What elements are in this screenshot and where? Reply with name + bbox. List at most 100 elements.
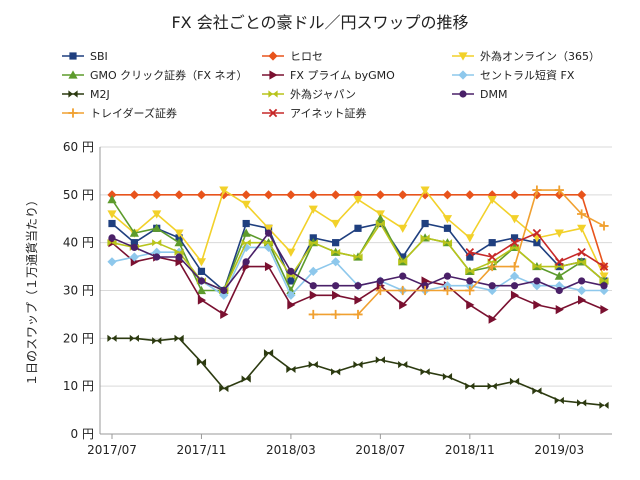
data-point (153, 253, 161, 261)
data-point (487, 252, 497, 262)
legend-swatch-marker (68, 90, 78, 98)
data-point (108, 234, 116, 242)
data-point (375, 356, 385, 364)
data-point (332, 290, 341, 300)
data-point (487, 258, 497, 266)
data-point (398, 285, 408, 296)
data-point (465, 190, 475, 200)
data-point (287, 267, 295, 275)
data-point (107, 210, 117, 219)
data-point (554, 271, 564, 280)
data-point (599, 262, 609, 271)
series-9 (308, 185, 609, 320)
data-point (130, 243, 138, 252)
series-8 (108, 229, 608, 295)
data-point (242, 258, 250, 266)
data-point (174, 229, 184, 238)
data-point (509, 261, 520, 272)
legend-swatch-marker (68, 70, 78, 79)
chart-title: FX 会社ごとの豪ドル／円スワップの推移 (171, 13, 468, 32)
legend-item: トレイダーズ証券 (62, 106, 177, 120)
data-point (286, 365, 296, 374)
data-point (220, 309, 229, 320)
data-point (399, 300, 408, 310)
data-point (465, 234, 475, 243)
data-point (555, 305, 564, 315)
data-point (308, 361, 318, 369)
axes: 0 円 10 円 20 円 30 円 40 円 50 円 60 円 2017/07 2017/1… (63, 140, 612, 457)
legend: SBI ヒロセ 外為オンライン（365） GMO クリック証券（FX ネオ） FX プラ… (62, 49, 600, 120)
data-point (532, 190, 542, 200)
legend-item: 外為オンライン（365） (452, 49, 600, 63)
data-point (442, 239, 453, 247)
data-point (196, 258, 207, 267)
data-point (577, 224, 587, 233)
legend-item: GMO クリック証券（FX ネオ） (62, 68, 248, 82)
data-point (442, 373, 453, 381)
data-point (487, 382, 497, 390)
data-point (241, 190, 251, 200)
data-point (286, 272, 296, 280)
data-point (197, 277, 206, 285)
data-point (331, 248, 341, 256)
data-point (197, 295, 207, 305)
legend-swatch-marker (459, 90, 467, 98)
legend-swatch-marker (68, 108, 78, 118)
data-point (510, 282, 519, 290)
data-point (488, 314, 497, 324)
data-point (263, 349, 274, 357)
data-point (196, 190, 207, 200)
data-point (129, 252, 139, 262)
data-point (398, 224, 408, 233)
data-point (309, 282, 317, 290)
legend-swatch-marker (269, 70, 278, 80)
data-point (174, 190, 184, 200)
data-point (399, 253, 407, 261)
data-point (554, 190, 564, 200)
data-point (443, 272, 452, 280)
y-tick-label: 60 円 (63, 140, 94, 154)
series-line (111, 222, 605, 292)
data-point (242, 219, 250, 228)
data-point (108, 219, 116, 228)
data-point (599, 221, 609, 231)
data-point (308, 239, 318, 247)
data-point (442, 215, 453, 224)
data-point (331, 190, 341, 200)
y-tick-label: 40 円 (63, 236, 94, 250)
data-point (510, 238, 519, 247)
data-point (466, 253, 474, 261)
data-point (286, 248, 296, 257)
series-1 (107, 190, 609, 272)
data-point (399, 272, 407, 280)
legend-item: SBI (62, 50, 108, 63)
legend-label: アイネット証券 (290, 106, 366, 120)
data-point (308, 190, 318, 200)
data-point (375, 190, 385, 200)
data-point (308, 205, 318, 214)
data-point (600, 282, 608, 290)
data-point (241, 239, 251, 247)
data-point (197, 267, 206, 275)
y-tick-label: 0 円 (71, 427, 94, 441)
data-point (264, 229, 273, 237)
data-point (331, 309, 341, 320)
data-point (599, 277, 609, 285)
data-point (308, 309, 318, 320)
data-point (510, 234, 519, 242)
data-point (152, 190, 162, 200)
data-point (532, 228, 542, 238)
data-point (420, 186, 430, 195)
data-point (129, 334, 139, 342)
data-point (577, 190, 587, 200)
data-point (398, 361, 408, 369)
data-point (578, 295, 587, 305)
series-line (112, 337, 605, 407)
data-point (487, 196, 497, 205)
data-point (578, 277, 586, 285)
data-point (152, 337, 162, 345)
data-point (375, 219, 385, 228)
data-point (353, 253, 363, 261)
legend-label: DMM (480, 88, 507, 101)
data-point (219, 384, 229, 393)
